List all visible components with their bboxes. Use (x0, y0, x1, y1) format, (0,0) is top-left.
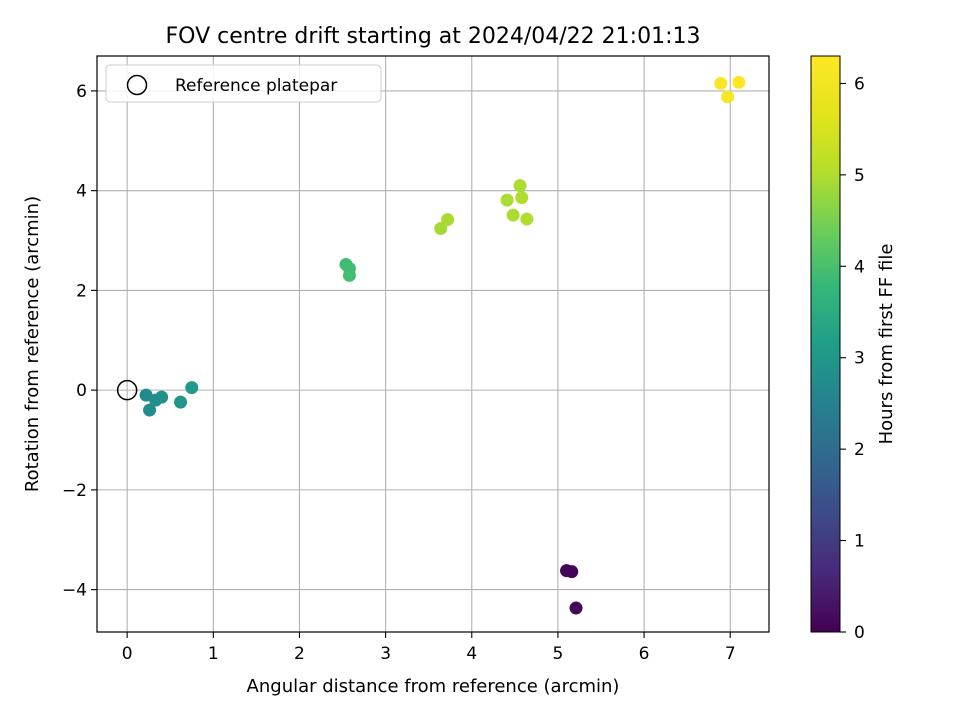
y-tick-label: −4 (62, 581, 87, 601)
x-tick-label: 3 (380, 644, 391, 664)
scatter-point (721, 90, 735, 104)
legend-marker-icon (126, 74, 148, 96)
legend: Reference platepar (105, 64, 382, 103)
colorbar: 0 1 2 3 4 5 6 Hours from first FF file (810, 55, 897, 643)
scatter-point (513, 179, 527, 193)
scatter-point (569, 601, 583, 615)
scatter-point (500, 193, 514, 207)
y-tick-label: −2 (62, 481, 87, 501)
scatter-points (139, 75, 746, 615)
x-tick-label: 2 (294, 644, 305, 664)
x-tick-label: 6 (639, 644, 650, 664)
x-tick-label: 4 (466, 644, 477, 664)
chart-title: FOV centre drift starting at 2024/04/22 … (166, 24, 701, 49)
scatter-point (520, 212, 534, 226)
colorbar-tick-label: 6 (854, 74, 865, 94)
scatter-point (185, 381, 199, 395)
legend-label: Reference platepar (175, 76, 337, 96)
scatter-point (174, 395, 188, 409)
scatter-point (342, 268, 356, 282)
scatter-point (441, 213, 455, 227)
y-tick-label: 4 (76, 182, 87, 202)
y-tick-label: 2 (76, 281, 87, 301)
scatter-point (565, 565, 579, 579)
colorbar-gradient (810, 55, 841, 633)
x-axis-label: Angular distance from reference (arcmin) (247, 676, 620, 697)
colorbar-tick-label: 2 (854, 440, 865, 460)
y-axis-label: Rotation from reference (arcmin) (22, 196, 43, 492)
scatter-point (732, 75, 746, 89)
x-tick-label: 5 (553, 644, 564, 664)
x-tick-label: 1 (208, 644, 219, 664)
colorbar-ticks: 0 1 2 3 4 5 6 (840, 74, 865, 643)
legend-box (105, 64, 382, 103)
reference-platepar-marker (116, 379, 138, 401)
colorbar-label: Hours from first FF file (876, 244, 897, 445)
colorbar-tick-label: 4 (854, 257, 865, 277)
y-tick-label: 0 (76, 381, 87, 401)
x-tick-label: 7 (725, 644, 736, 664)
colorbar-tick-label: 1 (854, 532, 865, 552)
x-axis-ticks: 0 1 2 3 4 5 6 7 (122, 632, 736, 664)
grid-lines (97, 56, 769, 632)
colorbar-tick-label: 5 (854, 166, 865, 186)
scatter-point (434, 222, 448, 236)
plot-frame (96, 55, 770, 633)
colorbar-tick-label: 0 (854, 623, 865, 643)
y-axis-ticks: −4 −2 0 2 4 6 (62, 82, 97, 601)
reference-marker-group (116, 379, 138, 401)
x-tick-label: 0 (122, 644, 133, 664)
scatter-point (515, 191, 529, 205)
y-tick-label: 6 (76, 82, 87, 102)
scatter-point (143, 403, 157, 417)
scatter-point (155, 390, 169, 404)
scatter-point (506, 208, 520, 222)
scatter-point (714, 76, 728, 90)
colorbar-tick-label: 3 (854, 349, 865, 369)
